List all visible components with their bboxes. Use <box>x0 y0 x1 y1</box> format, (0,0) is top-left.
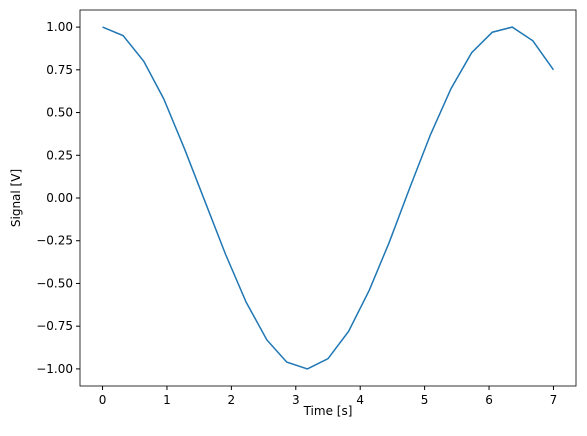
y-tick-label: −0.25 <box>36 234 73 248</box>
y-tick-label: 0.00 <box>46 191 73 205</box>
y-tick-label: 0.50 <box>46 106 73 120</box>
y-tick-label: −1.00 <box>36 362 73 376</box>
y-tick-label: −0.50 <box>36 276 73 290</box>
plot-frame <box>79 9 577 387</box>
y-tick-label: 1.00 <box>46 20 73 34</box>
x-tick-label: 5 <box>421 393 429 407</box>
x-tick-label: 3 <box>292 393 300 407</box>
x-tick-label: 1 <box>163 393 171 407</box>
line-series <box>102 26 555 370</box>
y-tick-label: 0.25 <box>46 148 73 162</box>
y-tick-label: 0.75 <box>46 63 73 77</box>
y-axis-label: Signal [V] <box>9 169 23 227</box>
x-tick-label: 6 <box>485 393 493 407</box>
x-tick-label: 7 <box>550 393 558 407</box>
x-tick-label: 2 <box>228 393 236 407</box>
x-tick-label: 0 <box>99 393 107 407</box>
y-tick-label: −0.75 <box>36 319 73 333</box>
x-axis-label: Time [s] <box>303 404 353 418</box>
x-tick-label: 4 <box>356 393 364 407</box>
